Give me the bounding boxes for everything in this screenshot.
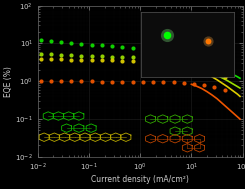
Point	[69, 41, 73, 44]
Point	[90, 59, 94, 62]
Point	[151, 57, 155, 60]
Point	[223, 88, 227, 91]
Point	[202, 59, 206, 62]
Point	[182, 81, 186, 84]
Point	[79, 80, 83, 83]
Point	[59, 40, 63, 43]
Point	[90, 54, 94, 57]
Point	[79, 42, 83, 45]
Point	[192, 82, 196, 85]
Point	[223, 69, 227, 72]
Point	[161, 81, 165, 84]
Point	[90, 43, 94, 46]
Point	[131, 80, 135, 83]
Point	[212, 71, 216, 74]
Point	[49, 57, 53, 60]
Point	[131, 59, 135, 62]
Point	[182, 60, 186, 63]
Point	[223, 76, 227, 79]
Point	[100, 55, 104, 58]
Point	[141, 56, 145, 59]
Point	[212, 70, 216, 73]
Point	[151, 81, 155, 84]
Point	[192, 64, 196, 67]
Point	[59, 79, 63, 82]
X-axis label: Current density (mA/cm²): Current density (mA/cm²)	[91, 175, 189, 184]
Point	[141, 80, 145, 83]
Point	[100, 44, 104, 47]
Point	[69, 58, 73, 61]
Point	[59, 53, 63, 56]
Point	[110, 59, 114, 62]
Point	[110, 55, 114, 58]
Point	[49, 40, 53, 43]
Point	[202, 67, 206, 70]
Point	[120, 56, 124, 59]
Point	[182, 53, 186, 56]
Point	[165, 33, 169, 36]
Point	[131, 56, 135, 59]
Point	[79, 59, 83, 62]
Point	[110, 45, 114, 48]
Point	[49, 53, 53, 56]
Point	[212, 64, 216, 67]
Point	[192, 55, 196, 58]
Point	[161, 57, 165, 60]
Point	[212, 85, 216, 88]
Point	[202, 65, 206, 68]
Point	[59, 58, 63, 61]
Point	[182, 62, 186, 65]
Point	[151, 48, 155, 51]
Point	[90, 80, 94, 83]
Point	[38, 57, 42, 60]
Point	[120, 45, 124, 48]
Point	[192, 62, 196, 65]
Point	[100, 80, 104, 83]
Point	[49, 79, 53, 82]
Point	[110, 80, 114, 83]
Point	[206, 40, 210, 43]
Point	[38, 53, 42, 56]
Point	[172, 50, 175, 53]
Point	[100, 59, 104, 62]
Point	[206, 40, 210, 43]
Point	[141, 47, 145, 50]
Point	[131, 46, 135, 49]
Point	[165, 33, 169, 36]
Point	[69, 79, 73, 82]
Point	[161, 60, 165, 64]
Point	[79, 54, 83, 57]
Point	[38, 39, 42, 42]
Point	[69, 54, 73, 57]
Point	[172, 81, 175, 84]
Point	[161, 49, 165, 52]
Point	[202, 83, 206, 86]
Point	[120, 59, 124, 62]
Point	[223, 74, 227, 77]
Point	[120, 80, 124, 83]
Point	[38, 79, 42, 82]
Point	[172, 61, 175, 64]
Y-axis label: EQE (%): EQE (%)	[4, 66, 13, 97]
Point	[172, 58, 175, 61]
Point	[151, 60, 155, 63]
Point	[141, 60, 145, 63]
